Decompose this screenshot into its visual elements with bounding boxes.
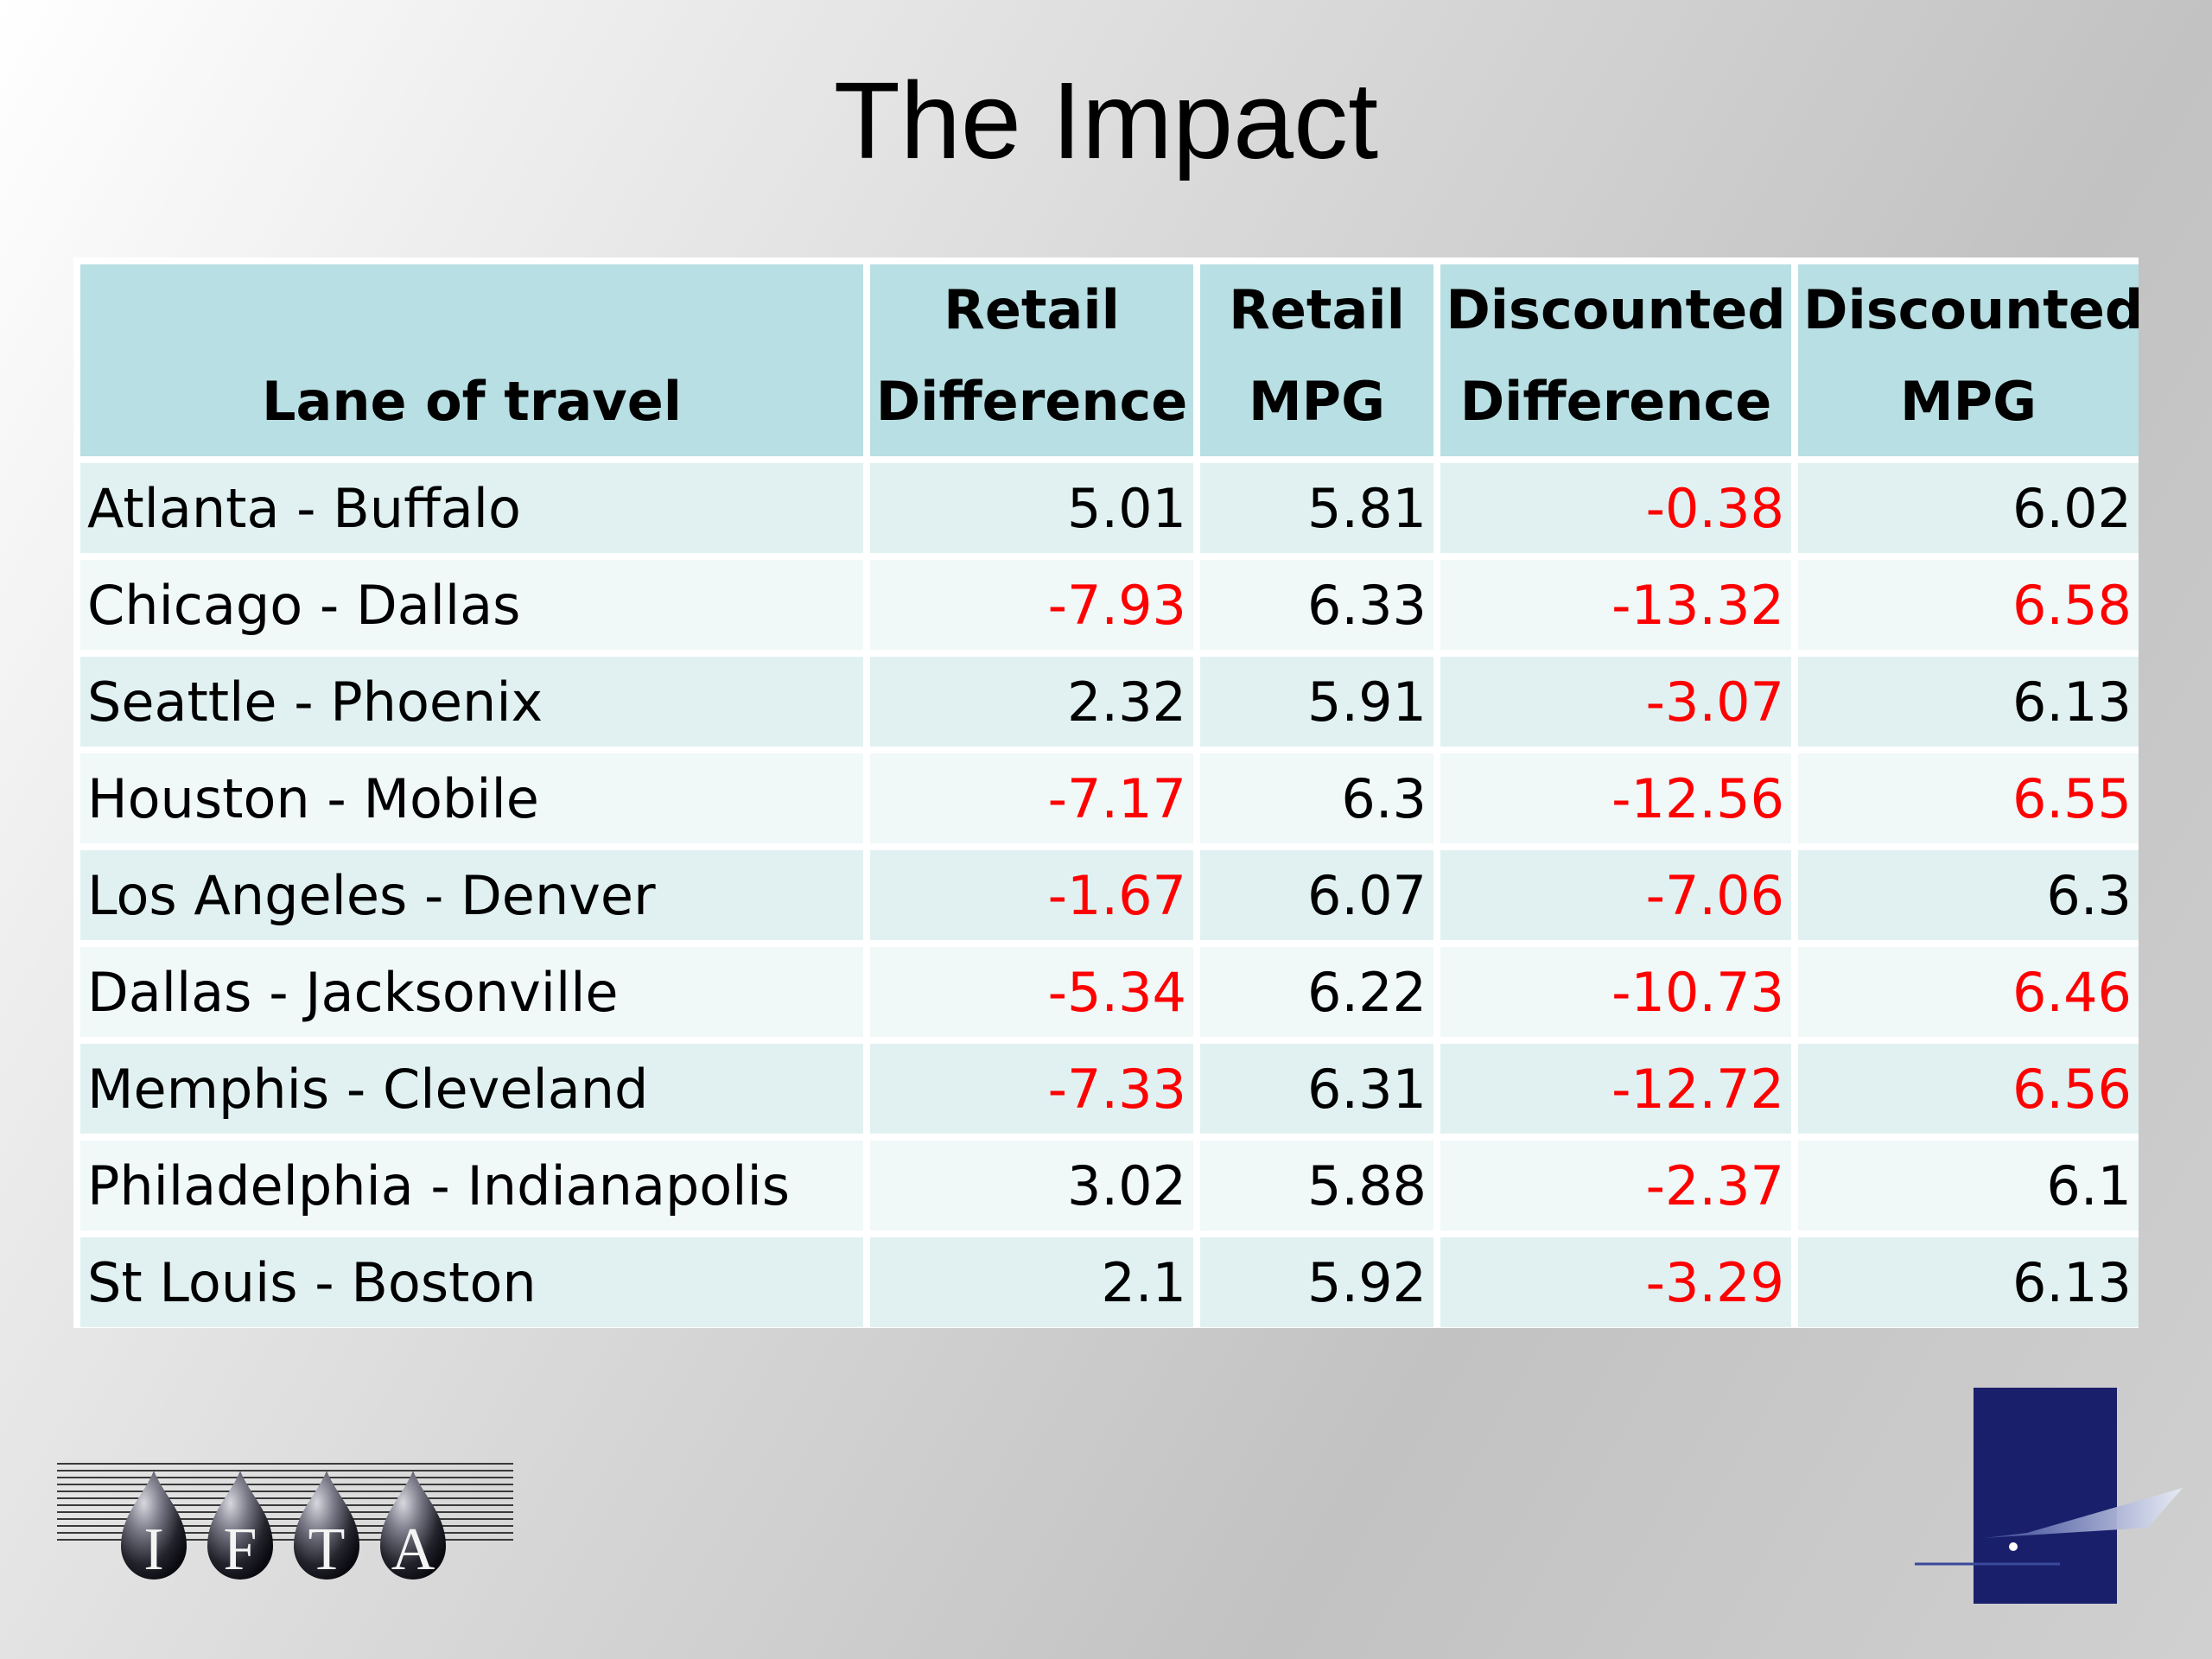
cell-retail-mpg: 6.33	[1200, 560, 1433, 650]
ifta-logo: I F T A	[57, 1463, 513, 1583]
cell-retail-difference: -7.33	[870, 1044, 1193, 1134]
corner-logo-dot	[2009, 1542, 2018, 1551]
cell-retail-difference: -7.17	[870, 753, 1193, 843]
cell-lane: Memphis - Cleveland	[80, 1044, 863, 1134]
cell-retail-difference: -7.93	[870, 560, 1193, 650]
cell-discounted-difference: -13.32	[1440, 560, 1791, 650]
cell-discounted-difference: -3.29	[1440, 1237, 1791, 1327]
cell-retail-mpg: 5.91	[1200, 657, 1433, 747]
ifta-letter-f: F	[224, 1516, 257, 1583]
corner-logo-block	[1974, 1388, 2117, 1604]
cell-discounted-mpg: 6.13	[1798, 1237, 2139, 1327]
cell-discounted-mpg: 6.46	[1798, 947, 2139, 1037]
cell-retail-difference: 5.01	[870, 463, 1193, 553]
cell-retail-difference: 2.32	[870, 657, 1193, 747]
ifta-drops	[121, 1471, 446, 1580]
table-row: Atlanta - Buffalo 5.01 5.81 -0.38 6.02	[80, 463, 2139, 553]
cell-retail-mpg: 6.31	[1200, 1044, 1433, 1134]
cell-lane: Seattle - Phoenix	[80, 657, 863, 747]
cell-lane: Philadelphia - Indianapolis	[80, 1141, 863, 1230]
corner-logo	[1915, 1388, 2183, 1604]
cell-discounted-mpg: 6.58	[1798, 560, 2139, 650]
cell-lane: Los Angeles - Denver	[80, 850, 863, 940]
header-retail-difference: Retail Difference	[870, 264, 1193, 456]
table-row: Houston - Mobile -7.17 6.3 -12.56 6.55	[80, 753, 2139, 843]
cell-retail-difference: 3.02	[870, 1141, 1193, 1230]
cell-retail-mpg: 6.22	[1200, 947, 1433, 1037]
table-row: Memphis - Cleveland -7.33 6.31 -12.72 6.56	[80, 1044, 2139, 1134]
cell-retail-difference: -1.67	[870, 850, 1193, 940]
cell-retail-mpg: 5.92	[1200, 1237, 1433, 1327]
cell-retail-difference: 2.1	[870, 1237, 1193, 1327]
cell-discounted-mpg: 6.02	[1798, 463, 2139, 553]
impact-table-container: Lane of travel Retail Difference Retail MP…	[73, 257, 2143, 1328]
cell-discounted-mpg: 6.3	[1798, 850, 2139, 940]
cell-discounted-mpg: 6.55	[1798, 753, 2139, 843]
cell-discounted-difference: -12.72	[1440, 1044, 1791, 1134]
cell-retail-mpg: 6.07	[1200, 850, 1433, 940]
table-row: Dallas - Jacksonville -5.34 6.22 -10.73 6.46	[80, 947, 2139, 1037]
table-row: Seattle - Phoenix 2.32 5.91 -3.07 6.13	[80, 657, 2139, 747]
table-row: Los Angeles - Denver -1.67 6.07 -7.06 6.3	[80, 850, 2139, 940]
corner-logo-sheen	[1984, 1488, 2183, 1538]
cell-discounted-difference: -2.37	[1440, 1141, 1791, 1230]
cell-lane: Dallas - Jacksonville	[80, 947, 863, 1037]
cell-lane: St Louis - Boston	[80, 1237, 863, 1327]
cell-discounted-difference: -10.73	[1440, 947, 1791, 1037]
impact-table: Lane of travel Retail Difference Retail MP…	[73, 257, 2145, 1334]
table-row: Chicago - Dallas -7.93 6.33 -13.32 6.58	[80, 560, 2139, 650]
cell-discounted-difference: -3.07	[1440, 657, 1791, 747]
cell-lane: Chicago - Dallas	[80, 560, 863, 650]
ifta-letter-i: I	[143, 1516, 163, 1583]
ifta-letter-a: A	[391, 1516, 435, 1583]
header-discounted-mpg: Discounted MPG	[1798, 264, 2143, 456]
cell-retail-mpg: 5.88	[1200, 1141, 1433, 1230]
ifta-letter-t: T	[308, 1516, 346, 1583]
cell-retail-mpg: 6.3	[1200, 753, 1433, 843]
header-retail-mpg: Retail MPG	[1200, 264, 1433, 456]
cell-retail-mpg: 5.81	[1200, 463, 1433, 553]
table-row: St Louis - Boston 2.1 5.92 -3.29 6.13	[80, 1237, 2139, 1327]
cell-discounted-difference: -12.56	[1440, 753, 1791, 843]
cell-lane: Houston - Mobile	[80, 753, 863, 843]
cell-discounted-difference: -0.38	[1440, 463, 1791, 553]
cell-discounted-mpg: 6.13	[1798, 657, 2139, 747]
cell-discounted-mpg: 6.1	[1798, 1141, 2139, 1230]
slide-title: The Impact	[833, 60, 1379, 181]
cell-lane: Atlanta - Buffalo	[80, 463, 863, 553]
cell-retail-difference: -5.34	[870, 947, 1193, 1037]
header-lane-of-travel: Lane of travel	[80, 264, 863, 456]
cell-discounted-difference: -7.06	[1440, 850, 1791, 940]
table-header-row: Lane of travel Retail Difference Retail MP…	[80, 264, 2143, 456]
cell-discounted-mpg: 6.56	[1798, 1044, 2139, 1134]
header-discounted-difference: Discounted Difference	[1440, 264, 1791, 456]
table-row: Philadelphia - Indianapolis 3.02 5.88 -2.37…	[80, 1141, 2139, 1230]
